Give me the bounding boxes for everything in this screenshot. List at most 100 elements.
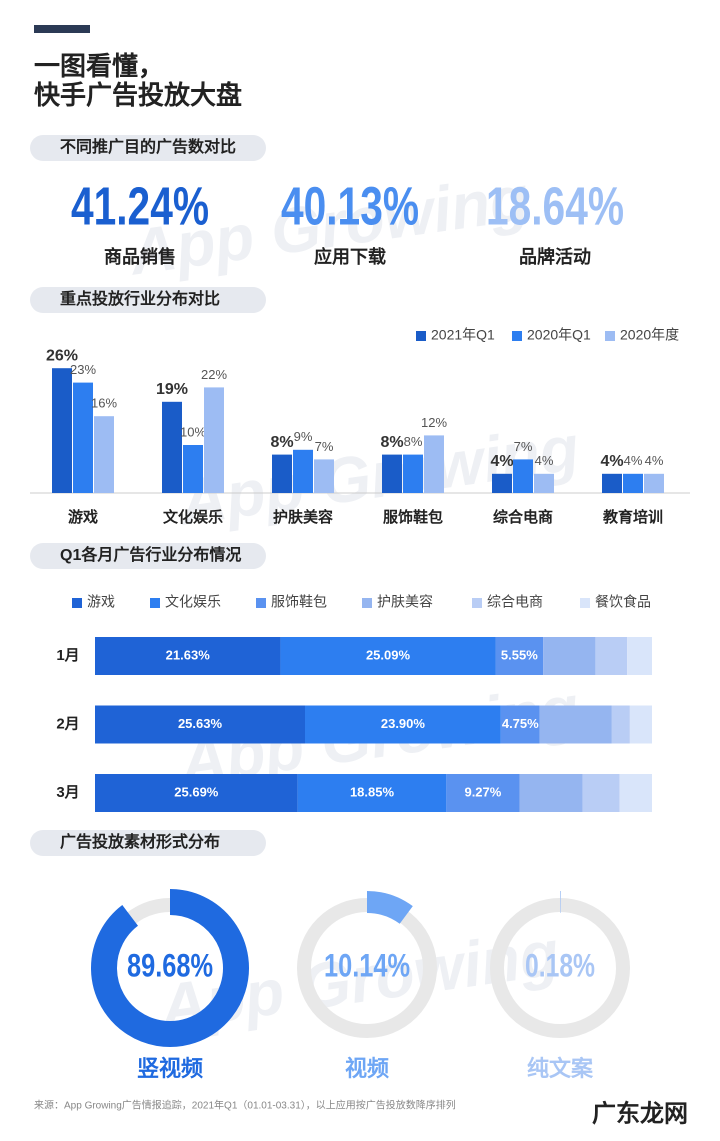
section-header: 广告投放素材形式分布 <box>60 832 220 851</box>
bar-segment <box>582 774 620 812</box>
x-tick-label: 游戏 <box>68 508 98 526</box>
legend-label: 护肤美容 <box>377 594 433 610</box>
footer: 来源：App Growing广告情报追踪，2021年Q1（01.01-03.31… <box>34 1099 456 1112</box>
legend-swatch <box>362 598 372 608</box>
bar-value-label: 4% <box>490 453 513 470</box>
legend-swatch <box>512 331 522 341</box>
legend-swatch <box>416 331 426 341</box>
segment-label: 18.85% <box>350 784 395 799</box>
bar <box>513 459 533 493</box>
segment-label: 25.09% <box>366 647 411 662</box>
section-header-bg <box>30 830 266 856</box>
logo: 广东龙网 <box>592 1099 688 1127</box>
legend-label: 2020年度 <box>620 327 679 343</box>
stat-value: 18.64% <box>486 176 624 236</box>
bar-segment <box>619 774 652 812</box>
bar-segment <box>519 774 583 812</box>
bar-value-label: 10% <box>180 424 206 439</box>
donut-value: 10.14% <box>324 947 410 983</box>
x-tick-label: 护肤美容 <box>273 508 333 526</box>
legend-label: 综合电商 <box>487 594 543 610</box>
bar-segment <box>95 774 298 812</box>
donut-arc <box>366 891 413 925</box>
bar <box>382 454 402 493</box>
legend-label: 2020年Q1 <box>527 327 591 343</box>
stat-label: 应用下载 <box>314 246 386 267</box>
bar-segment <box>595 637 628 675</box>
x-tick-label: 教育培训 <box>602 508 663 526</box>
bar <box>644 473 664 493</box>
bar <box>204 387 224 493</box>
bar <box>73 382 93 493</box>
bar <box>293 449 313 493</box>
segment-label: 25.69% <box>174 784 219 799</box>
segment-label: 25.63% <box>178 716 223 731</box>
bar <box>424 435 444 493</box>
bar-value-label: 4% <box>624 453 643 468</box>
legend-swatch <box>150 598 160 608</box>
bar-segment <box>627 637 652 675</box>
title: 一图看懂， <box>34 51 164 81</box>
donut-arc <box>91 889 249 1047</box>
bar <box>162 401 182 493</box>
donut-label: 视频 <box>345 1056 389 1081</box>
bar-segment <box>95 637 281 675</box>
title: 快手广告投放大盘 <box>34 80 242 110</box>
bar-value-label: 26% <box>46 347 78 364</box>
bar-segment <box>446 774 520 812</box>
bar-value-label: 8% <box>380 434 403 451</box>
bar-segment <box>305 705 501 744</box>
segment-label: 4.75% <box>502 716 539 731</box>
bar <box>314 459 334 493</box>
bar-value-label: 4% <box>645 453 664 468</box>
legend-label: 游戏 <box>87 594 115 610</box>
bar-value-label: 4% <box>600 453 623 470</box>
section-header-bg <box>30 543 266 569</box>
section-header-bg <box>30 135 266 161</box>
title-bar <box>34 25 90 33</box>
bar-value-label: 19% <box>156 381 188 398</box>
bar-value-label: 22% <box>201 367 227 382</box>
bar <box>52 368 72 493</box>
legend-swatch <box>72 598 82 608</box>
section-header: 不同推广目的广告数对比 <box>60 137 236 156</box>
donut-label: 竖视频 <box>137 1056 203 1081</box>
donut-value: 0.18% <box>525 947 595 983</box>
bar-segment <box>629 705 652 744</box>
y-tick-label: 1月 <box>56 647 79 664</box>
bar-segment <box>95 705 306 744</box>
stat-label: 商品销售 <box>104 246 176 267</box>
x-tick-label: 综合电商 <box>493 508 553 526</box>
bar-value-label: 16% <box>91 396 117 411</box>
bar <box>272 454 292 493</box>
bar-segment <box>539 705 612 744</box>
segment-label: 9.27% <box>464 784 501 799</box>
bar-value-label: 7% <box>315 439 334 454</box>
bar-value-label: 8% <box>270 434 293 451</box>
bar-value-label: 12% <box>421 415 447 430</box>
x-tick-label: 服饰鞋包 <box>383 508 443 526</box>
bar-segment <box>543 637 596 675</box>
bar <box>492 473 512 493</box>
section-header-bg <box>30 287 266 313</box>
legend-label: 服饰鞋包 <box>271 594 327 610</box>
bar <box>623 473 643 493</box>
section-header: 重点投放行业分布对比 <box>60 289 220 308</box>
bar <box>94 416 114 493</box>
bar-value-label: 23% <box>70 362 96 377</box>
bar-segment <box>297 774 447 812</box>
bar-segment <box>280 637 496 675</box>
y-tick-label: 2月 <box>56 715 79 732</box>
y-tick-label: 3月 <box>56 784 79 801</box>
segment-label: 21.63% <box>166 647 211 662</box>
legend-label: 2021年Q1 <box>431 327 495 343</box>
bar-value-label: 7% <box>514 439 533 454</box>
legend-swatch <box>256 598 266 608</box>
bar-segment <box>500 705 540 744</box>
legend-label: 文化娱乐 <box>165 594 221 610</box>
bar <box>183 445 203 493</box>
bar <box>602 473 622 493</box>
bar <box>534 473 554 493</box>
stat-value: 40.13% <box>281 176 419 236</box>
